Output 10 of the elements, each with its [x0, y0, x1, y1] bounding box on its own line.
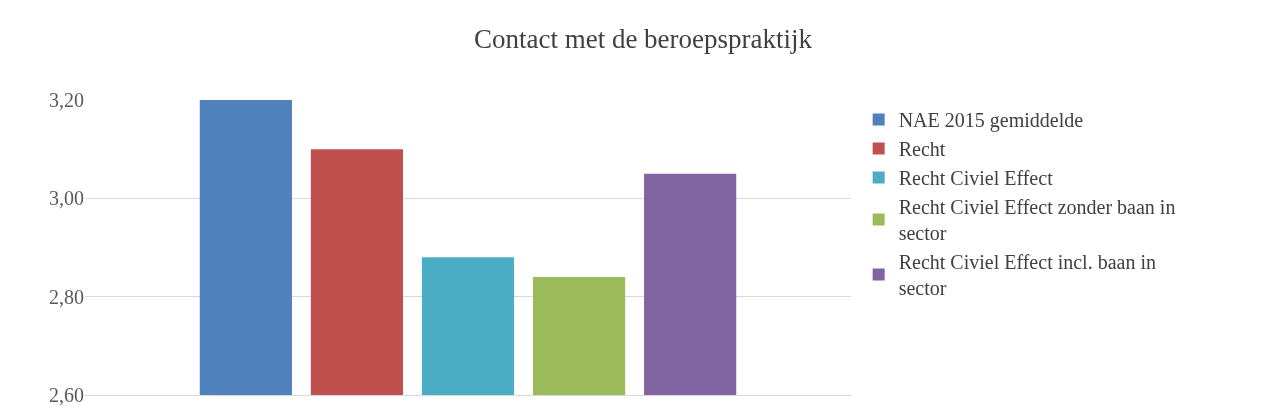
y-tick-label: 3,00 — [49, 187, 84, 210]
legend-label: Recht Civiel Effect zonder baan in sector — [898, 196, 1176, 245]
y-tick-label: 3,20 — [49, 89, 84, 111]
y-tick-label: 2,60 — [49, 384, 84, 406]
legend-label: Recht — [898, 138, 946, 161]
legend-label: Recht Civiel Effect incl. baan in sector — [898, 251, 1156, 300]
legend-label: Recht Civiel Effect — [898, 167, 1054, 190]
y-tick-label: 2,80 — [49, 285, 84, 308]
chart-title: Contact met de beroepspraktijk — [473, 24, 813, 55]
legend-label: NAE 2015 gemiddelde — [898, 109, 1084, 133]
